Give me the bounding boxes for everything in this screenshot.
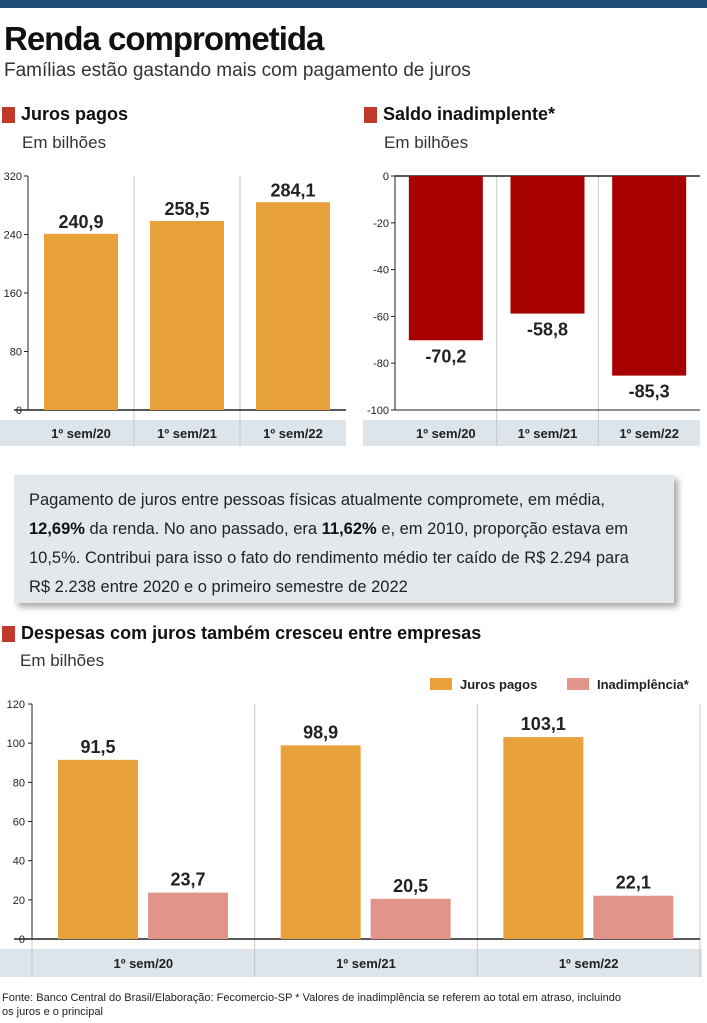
data-label: 23,7 bbox=[170, 870, 205, 890]
x-tick-label: 1º sem/21 bbox=[518, 426, 578, 441]
chart2-title: Saldo inadimplente* bbox=[364, 104, 555, 125]
bar bbox=[256, 202, 330, 410]
bar bbox=[503, 737, 584, 939]
chart1-unit: Em bilhões bbox=[22, 133, 107, 152]
chart1-title: Juros pagos bbox=[2, 104, 128, 125]
x-axis-band bbox=[363, 420, 700, 446]
x-tick-label: 1º sem/22 bbox=[619, 426, 679, 441]
chart1-title-text: Juros pagos bbox=[21, 104, 129, 124]
chart3-unit: Em bilhões bbox=[20, 651, 105, 670]
x-axis-band bbox=[0, 420, 346, 446]
x-tick-label: 1º sem/20 bbox=[416, 426, 476, 441]
y-tick-label: 80 bbox=[10, 347, 22, 359]
y-tick-label: 160 bbox=[4, 288, 22, 300]
y-tick-label: 0 bbox=[16, 405, 22, 417]
y-tick-label: -80 bbox=[373, 358, 389, 370]
bar bbox=[58, 759, 138, 939]
footer-line-1: Fonte: Banco Central do Brasil/Elaboraçã… bbox=[2, 992, 621, 1004]
y-tick-label: 100 bbox=[7, 738, 25, 750]
data-label: -85,3 bbox=[629, 382, 670, 402]
y-tick-label: -60 bbox=[373, 311, 389, 323]
y-tick-label: -40 bbox=[373, 265, 389, 277]
data-label: 240,9 bbox=[58, 212, 103, 232]
x-tick-label: 1º sem/22 bbox=[559, 956, 619, 971]
x-tick-label: 1º sem/20 bbox=[113, 956, 173, 971]
info-line-4: R$ 2.238 entre 2020 e o primeiro semestr… bbox=[29, 573, 660, 602]
y-tick-label: 240 bbox=[4, 230, 22, 242]
footer-note: Fonte: Banco Central do Brasil/Elaboraçã… bbox=[2, 991, 704, 1019]
y-tick-label: 40 bbox=[13, 856, 25, 868]
data-label: 284,1 bbox=[270, 180, 315, 200]
info-highlight-1: 12,69% bbox=[29, 520, 85, 538]
chart-juros-pagos: 0 80 160 240 320 240,9 1º sem/20 258,5 1º sem/21… bbox=[0, 171, 346, 446]
chart3-title: Despesas com juros também cresceu entre … bbox=[2, 623, 481, 644]
bar bbox=[44, 233, 118, 410]
legend-swatch bbox=[567, 678, 589, 690]
x-tick-label: 1º sem/21 bbox=[336, 956, 396, 971]
chart2-unit: Em bilhões bbox=[384, 133, 469, 152]
chart2-title-text: Saldo inadimplente* bbox=[383, 104, 556, 124]
x-tick-label: 1º sem/22 bbox=[263, 426, 323, 441]
bar bbox=[370, 898, 451, 939]
page-subtitle: Famílias estão gastando mais com pagamen… bbox=[4, 60, 471, 81]
legend-swatch bbox=[430, 678, 452, 690]
data-label: 20,5 bbox=[393, 876, 428, 896]
bar bbox=[408, 176, 483, 341]
page-title: Renda comprometida bbox=[4, 20, 324, 57]
bar bbox=[150, 220, 224, 410]
info-box: Pagamento de juros entre pessoas físicas… bbox=[14, 475, 674, 603]
info-text-4: 10,5%. Contribui para isso o fato do ren… bbox=[29, 549, 629, 567]
info-text-3: e, em 2010, proporção estava em bbox=[376, 520, 629, 538]
bar bbox=[593, 895, 674, 939]
data-label: -58,8 bbox=[527, 320, 568, 340]
chart-despesas-empresas: Juros pagos Inadimplência* 0 20 40 60 80 100 120… bbox=[0, 677, 702, 977]
info-text-2: da renda. No ano passado, era bbox=[84, 520, 322, 538]
info-line-2: 12,69% da renda. No ano passado, era 11,… bbox=[29, 515, 660, 544]
chart3-title-text: Despesas com juros também cresceu entre … bbox=[21, 623, 482, 643]
data-label: 258,5 bbox=[164, 199, 209, 219]
legend-label: Inadimplência* bbox=[597, 677, 690, 692]
y-tick-label: 20 bbox=[13, 895, 25, 907]
x-tick-label: 1º sem/20 bbox=[51, 426, 111, 441]
data-label: -70,2 bbox=[425, 346, 466, 366]
data-label: 91,5 bbox=[80, 737, 115, 757]
y-tick-label: 60 bbox=[13, 817, 25, 829]
chart2-marker bbox=[364, 106, 377, 123]
info-line-1: Pagamento de juros entre pessoas físicas… bbox=[29, 486, 660, 515]
legend-label: Juros pagos bbox=[460, 677, 537, 692]
data-label: 103,1 bbox=[521, 714, 566, 734]
x-tick-label: 1º sem/21 bbox=[157, 426, 217, 441]
y-tick-label: 320 bbox=[4, 171, 22, 183]
y-tick-label: -20 bbox=[373, 218, 389, 230]
y-tick-label: 0 bbox=[19, 934, 25, 946]
bar bbox=[612, 176, 687, 376]
bar bbox=[280, 745, 361, 939]
y-tick-label: 120 bbox=[7, 699, 25, 711]
y-tick-label: 0 bbox=[383, 171, 389, 183]
y-tick-label: -100 bbox=[367, 405, 389, 417]
chart3-marker bbox=[2, 625, 15, 642]
info-highlight-2: 11,62% bbox=[321, 520, 377, 538]
bar bbox=[510, 176, 585, 314]
footer-line-2: os juros e o principal bbox=[2, 1006, 103, 1018]
chart-saldo-inadimplente: 0 -20 -40 -60 -80 -100 -70,2 1º sem/20 -58,8 1º s… bbox=[363, 171, 700, 446]
x-axis-band bbox=[0, 949, 702, 977]
top-bar bbox=[0, 0, 707, 8]
data-label: 22,1 bbox=[616, 873, 651, 893]
bar bbox=[148, 892, 228, 939]
data-label: 98,9 bbox=[303, 722, 338, 742]
info-line-3: 10,5%. Contribui para isso o fato do ren… bbox=[29, 544, 660, 573]
info-text-5: R$ 2.238 entre 2020 e o primeiro semestr… bbox=[29, 578, 408, 596]
info-text-1: Pagamento de juros entre pessoas físicas… bbox=[29, 491, 605, 509]
y-tick-label: 80 bbox=[13, 777, 25, 789]
chart1-marker bbox=[2, 106, 15, 123]
